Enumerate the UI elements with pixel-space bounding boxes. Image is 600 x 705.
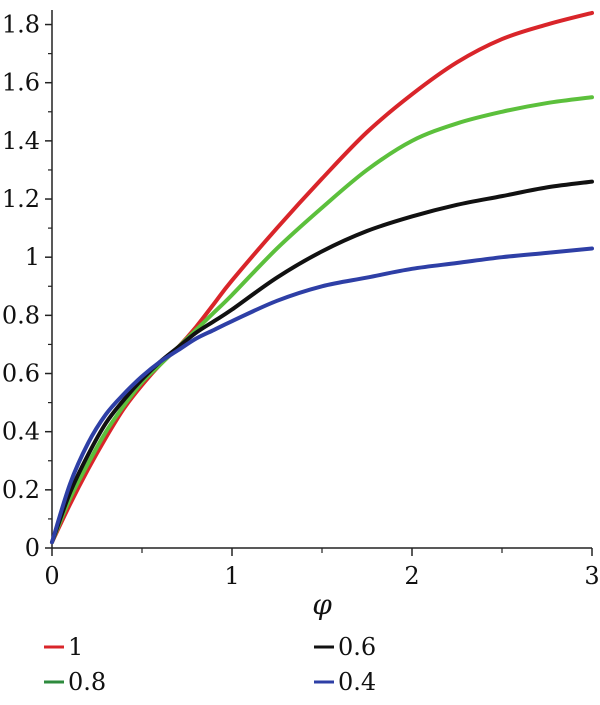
legend: 1 0.6 0.8 0.4 [44,633,376,696]
legend-item: 0.8 [44,668,106,696]
y-tick-label: 1.2 [2,185,40,213]
y-tick-label: 1.6 [2,69,40,97]
series-line-0-6 [50,179,594,545]
y-tick-label: 1.8 [2,11,40,39]
x-tick-label: 1 [224,562,239,590]
series-lines [50,10,594,545]
y-tick-label: 0.6 [2,360,40,388]
y-tick-label: 1.4 [2,127,40,155]
y-tick-label: 0.2 [2,476,40,504]
legend-label: 1 [68,633,83,661]
series-line-0-8 [50,95,594,545]
legend-label: 0.6 [338,633,376,661]
x-tick-label: 0 [44,562,59,590]
legend-item: 0.6 [314,633,376,661]
y-tick-label: 0.4 [2,418,40,446]
tick-labels: 0 0.2 0.4 0.6 0.8 1 1.2 1.4 1.6 1.8 0 1 2 3 [2,11,600,590]
x-tick-label: 2 [404,562,419,590]
series-line-0-4 [50,246,594,545]
y-tick-label: 1 [25,243,40,271]
series-line-1 [50,10,594,545]
axes [51,10,592,549]
x-tick-label: 3 [584,562,599,590]
legend-label: 0.4 [338,668,376,696]
y-tick-label: 0 [25,534,40,562]
legend-label: 0.8 [68,668,106,696]
legend-item: 0.4 [314,668,376,696]
x-axis-title: φ [312,588,332,621]
tick-marks [45,23,593,556]
y-tick-label: 0.8 [2,301,40,329]
legend-item: 1 [44,633,83,661]
